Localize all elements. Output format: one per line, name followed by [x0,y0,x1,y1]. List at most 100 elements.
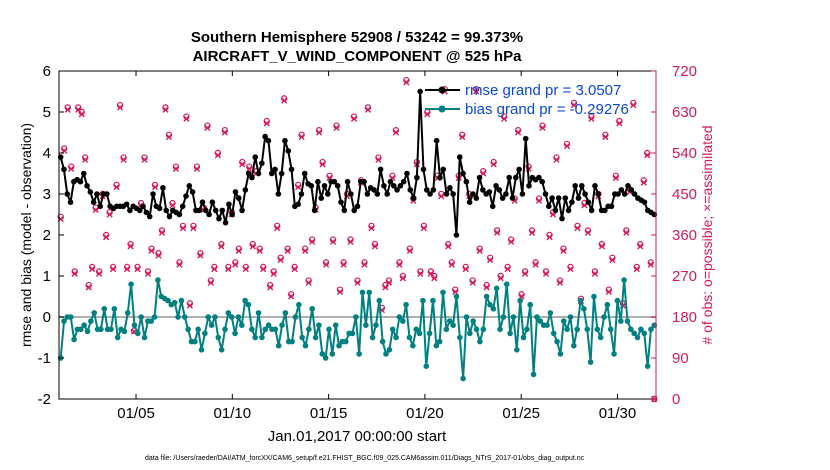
bias-point [114,334,121,341]
rmse-point [417,88,423,95]
bias-point [88,318,94,324]
bias-point [423,363,430,370]
obs-assimilated-marker [382,284,389,291]
bias-point [212,314,218,320]
rmse-point [127,207,133,214]
rmse-point [351,207,358,214]
bias-point [547,310,554,316]
obs-assimilated-marker [473,88,480,95]
rmse-point [440,166,447,173]
rmse-point [450,191,456,197]
obs-assimilated-marker [347,238,354,245]
rmse-point [176,211,183,218]
rmse-point [265,137,272,144]
bias-point [148,318,155,324]
bias-point [178,297,185,304]
rmse-point [489,203,496,210]
rmse-point [219,207,226,214]
obs-assimilated-marker [640,179,647,186]
rmse-point [522,135,529,142]
obs-assimilated-marker [92,206,99,214]
bias-point [503,281,510,288]
obs-assimilated-marker [329,238,337,245]
obs-assimilated-marker [633,266,640,273]
bias-point [648,326,654,333]
bias-point [289,338,295,345]
rmse-point [628,187,635,193]
bias-point [591,293,597,300]
y-axis-right-label: # of obs: o=possible; ×=assimilated [699,125,715,344]
bias-point [342,338,349,345]
rmse-point [562,195,569,201]
obs-assimilated-marker [218,243,225,250]
obs-assimilated-marker [319,161,326,168]
bias-point [312,334,319,341]
rmse-point [602,207,608,214]
bias-point [336,342,342,349]
bias-point [101,306,108,312]
bias-point [232,330,238,337]
bias-point [218,347,225,353]
obs-assimilated-marker [148,247,155,255]
bias-point [128,281,134,288]
bias-point [376,297,383,304]
obs-assimilated-marker [361,261,368,268]
rmse-point [104,191,110,197]
obs-assimilated-marker [309,238,316,245]
rmse-point [516,166,522,173]
y-right-tick-label: 720 [672,63,697,80]
bias-point [215,334,222,341]
y-axis-right: 0 90 180 270 360 450 540 630 720 [651,63,697,408]
rmse-point [232,189,239,195]
obs-assimilated-marker [567,266,574,273]
bias-point [272,326,279,333]
obs-assimilated-marker [406,247,413,255]
rmse-point [298,191,305,197]
y-right-tick-label: 270 [672,268,697,285]
bias-point [440,289,446,296]
bias-point [564,326,570,333]
rmse-point [615,191,621,197]
obs-assimilated-marker [96,270,103,277]
rmse-point [325,191,331,197]
rmse-point [582,191,588,197]
rmse-point [496,187,503,193]
rmse-point [249,174,255,181]
bias-point [78,326,84,333]
bias-point [386,347,393,353]
bias-point [322,355,329,361]
y-left-tick-label: -1 [38,350,51,367]
bias-point [84,328,91,335]
obs-assimilated-marker [85,284,92,291]
rmse-point [404,170,410,177]
rmse-point [331,178,338,185]
bias-point [534,314,540,320]
obs-assimilated-marker [71,270,78,277]
bias-point [510,314,517,320]
bias-point [587,359,594,365]
bias-point [222,326,228,333]
obs-assimilated-marker [340,261,347,268]
rmse-point [272,166,278,173]
bias-point [108,326,114,333]
rmse-point [186,183,193,189]
obs-assimilated-marker [78,111,85,118]
bias-point [249,326,255,333]
bias-point [453,293,460,300]
bias-point [225,310,232,316]
obs-assimilated-marker [134,266,141,273]
rmse-point [585,199,592,205]
x-tick-label: 01/15 [310,405,348,422]
rmse-point [565,207,572,214]
obs-assimilated-marker [211,266,218,273]
rmse-point [559,215,565,222]
bias-point [379,338,386,345]
x-tick-label: 01/25 [502,405,540,422]
rmse-point [202,207,209,214]
bias-point [631,330,637,337]
obs-assimilated-marker [239,161,246,168]
obs-assimilated-marker [155,252,162,259]
rmse-point [371,187,377,193]
obs-assimilated-marker [281,97,288,104]
rmse-point [414,174,420,181]
